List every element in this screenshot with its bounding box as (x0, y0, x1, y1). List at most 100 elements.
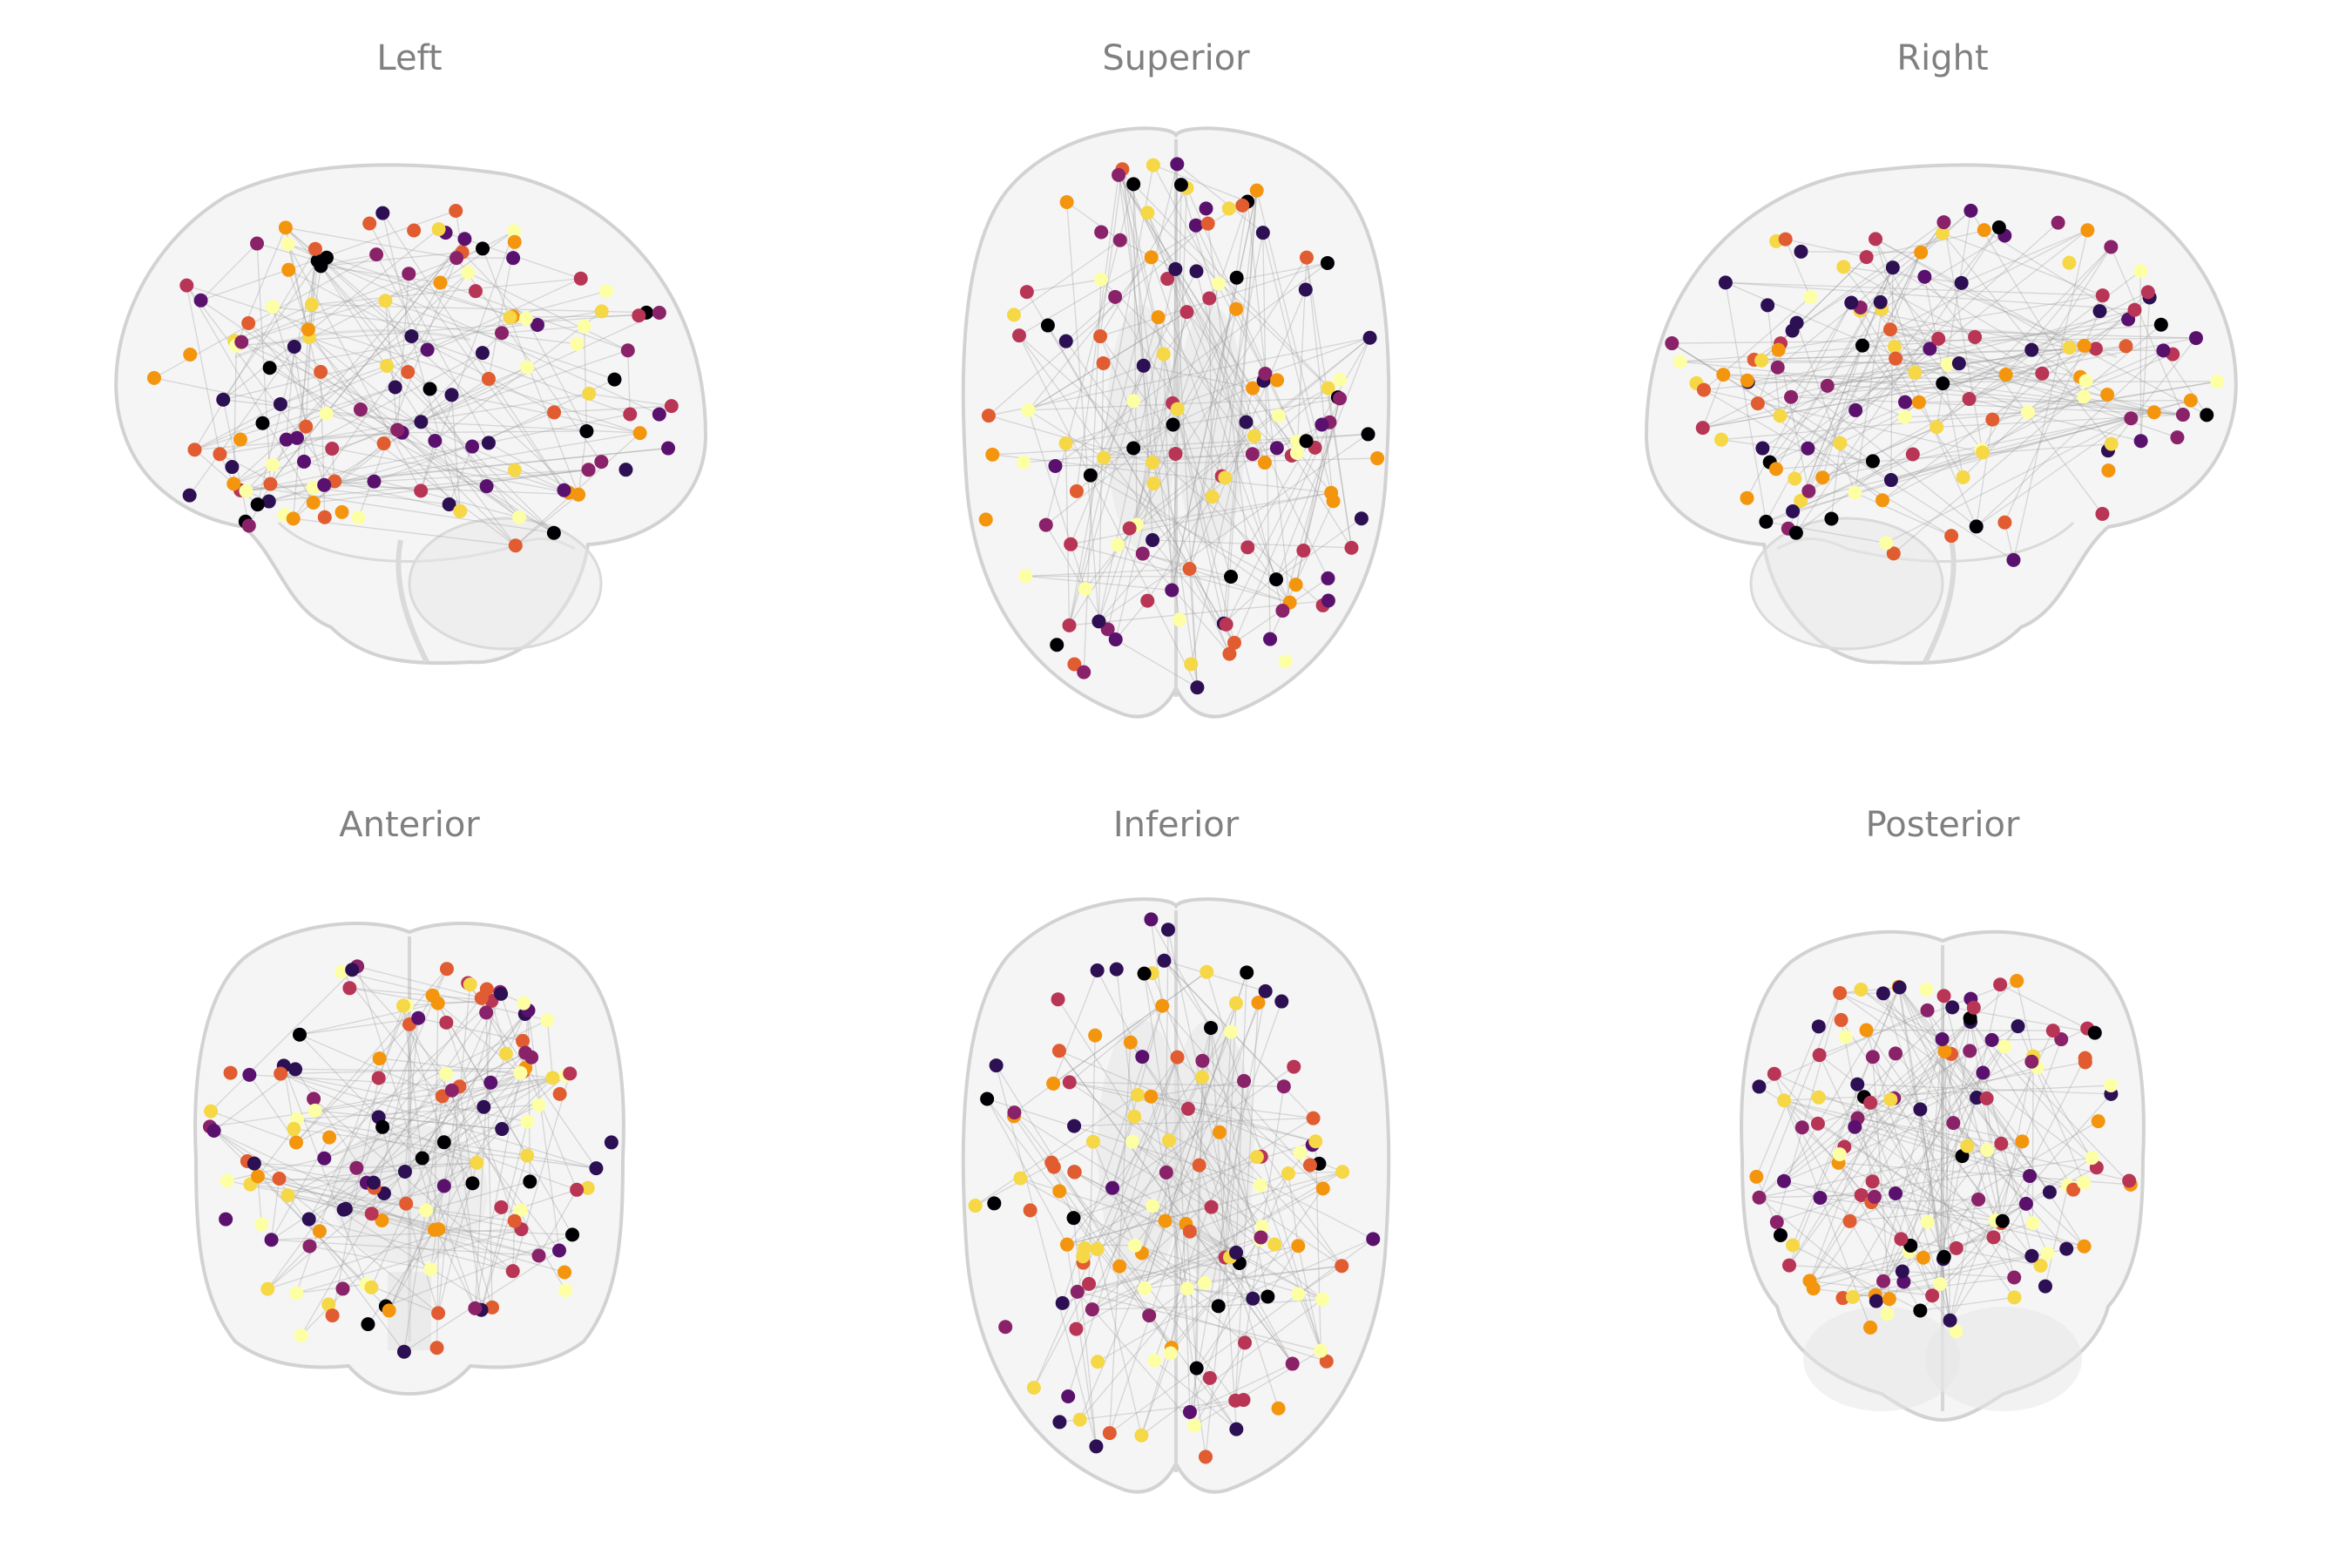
connection-edge (1870, 1025, 2019, 1203)
connection-edge (1099, 335, 1291, 603)
connection-edge (1228, 398, 1341, 654)
brain-node (233, 432, 247, 447)
connection-edge (286, 238, 465, 441)
connection-edge (1295, 422, 1331, 585)
connection-edge (1115, 402, 1173, 640)
connection-edge (1680, 361, 1959, 364)
brain-node (1254, 1220, 1269, 1234)
connection-edge (1952, 1122, 2085, 1247)
brain-node (1773, 409, 1788, 423)
brain-node (1090, 963, 1105, 978)
connection-edge (1882, 993, 1954, 1124)
brain-node (1276, 1079, 1291, 1094)
connection-edge (226, 1158, 325, 1181)
connection-edge (1064, 443, 1071, 625)
connection-edge (308, 328, 362, 410)
brain-node (571, 487, 586, 502)
panel-left: Left (17, 17, 801, 784)
connection-edge (1857, 1084, 2112, 1095)
connection-edge (443, 1141, 578, 1191)
connection-edge (1875, 238, 2070, 348)
brain-node (1105, 1180, 1120, 1195)
brain-node (1111, 537, 1125, 552)
brain-node (183, 348, 198, 362)
brain-node (1784, 389, 1799, 404)
brain-node (1197, 1275, 1212, 1290)
brain-node (397, 1164, 412, 1179)
brain-node (495, 1122, 510, 1137)
brain-node (968, 1199, 983, 1213)
connection-edge (1223, 550, 1304, 625)
brain-node (1249, 1150, 1264, 1165)
brain-node (1324, 485, 1339, 500)
connection-edge (1062, 1236, 1261, 1304)
connection-edge (1842, 1039, 1993, 1299)
connection-edge (2000, 1058, 2086, 1224)
connectivity-nodes (978, 157, 1385, 695)
brain-node (1246, 381, 1260, 395)
brain-node (250, 497, 265, 512)
connection-edge (429, 388, 640, 434)
connection-edge (1890, 449, 1982, 481)
connection-edge (1077, 1245, 1299, 1293)
connection-edge (287, 243, 422, 491)
brain-node (1750, 396, 1765, 411)
connection-edge (1754, 348, 2096, 361)
connection-edge (1855, 491, 1952, 537)
brain-node (1896, 1274, 1911, 1289)
brain-node (1151, 310, 1166, 325)
connection-edge (1862, 345, 1906, 402)
connection-edge (1762, 358, 1896, 449)
connection-edge (1033, 1283, 1090, 1389)
connection-edge (1140, 1288, 1188, 1436)
connection-edge (1875, 239, 1930, 349)
brain-node (1810, 1116, 1825, 1131)
connection-edge (396, 274, 409, 430)
connection-edge (213, 1130, 368, 1285)
connection-edge (1119, 1265, 1205, 1284)
brain-node (1815, 470, 1830, 485)
brain-node (1275, 604, 1290, 618)
connection-edge (1069, 1005, 1163, 1083)
brain-node (1315, 1292, 1329, 1307)
connection-edge (269, 238, 465, 485)
brain-node (1801, 441, 1815, 456)
connection-edge (1759, 1197, 1850, 1222)
connection-edge (247, 322, 402, 434)
connection-edge (1278, 387, 1328, 416)
connection-edge (368, 223, 490, 443)
brain-node (312, 1224, 327, 1239)
connection-edge (1076, 1171, 1343, 1330)
connection-edge (285, 226, 412, 337)
connection-edge (1943, 996, 2015, 1278)
connection-edge (1889, 328, 2196, 339)
connection-edge (1013, 240, 1121, 315)
connection-edge (1025, 575, 1232, 578)
connection-edge (429, 389, 488, 487)
brain-node (1920, 1214, 1935, 1229)
connection-edge (233, 304, 313, 341)
connection-edge (326, 413, 570, 494)
connection-edge (1097, 1245, 1299, 1362)
connection-edge (1141, 1206, 1153, 1254)
connection-edge (366, 1283, 439, 1314)
brain-node (1889, 351, 1903, 366)
connection-edge (1247, 201, 1291, 603)
brain-node (179, 278, 194, 293)
brain-node (1811, 1019, 1826, 1034)
brain-node (1848, 1119, 1862, 1134)
brain-node (371, 1071, 386, 1085)
connection-edge (294, 346, 307, 427)
brain-node (1093, 329, 1108, 344)
connection-edge (335, 480, 461, 512)
brain-node (335, 964, 349, 979)
brain-node (213, 447, 227, 462)
brain-node (287, 339, 301, 354)
brain-node (1058, 334, 1073, 348)
brain-node (1066, 1211, 1081, 1226)
brain-node (1321, 381, 1335, 395)
connection-edge (1077, 1291, 1321, 1352)
brain-node (519, 360, 534, 375)
connection-edge (1783, 1098, 1987, 1182)
connection-edge (1070, 544, 1290, 604)
